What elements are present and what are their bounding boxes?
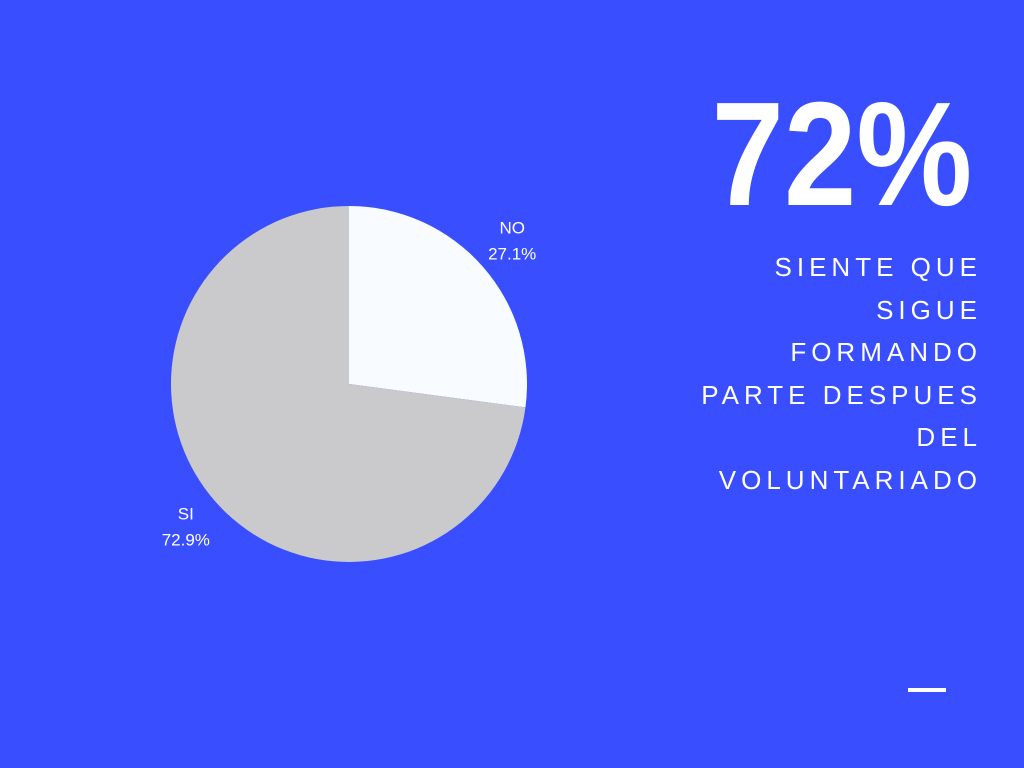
caption-line-1: SIENTE QUE — [774, 252, 982, 282]
slice-value-si: 72.9% — [162, 531, 210, 550]
slice-label-no: NO — [499, 219, 525, 238]
slice-label-si: SI — [178, 505, 194, 524]
caption-line-2: SIGUE — [876, 294, 982, 325]
caption: SIENTE QUE SIGUE FORMANDO PARTE DESPUES … — [701, 246, 982, 502]
caption-line-5: DEL — [916, 422, 982, 453]
caption-line-3: FORMANDO — [790, 337, 982, 368]
pie-slice-no — [349, 206, 527, 408]
slice-value-no: 27.1% — [488, 245, 536, 264]
headline-percentage: 72% — [711, 72, 972, 237]
caption-line-4: PARTE DESPUES — [701, 379, 982, 410]
caption-line-6: VOLUNTARIADO — [718, 464, 982, 495]
decorative-dash — [908, 688, 946, 692]
pie-slice-si — [170, 206, 526, 562]
pie-chart: NO 27.1% SI 72.9% — [162, 206, 536, 562]
